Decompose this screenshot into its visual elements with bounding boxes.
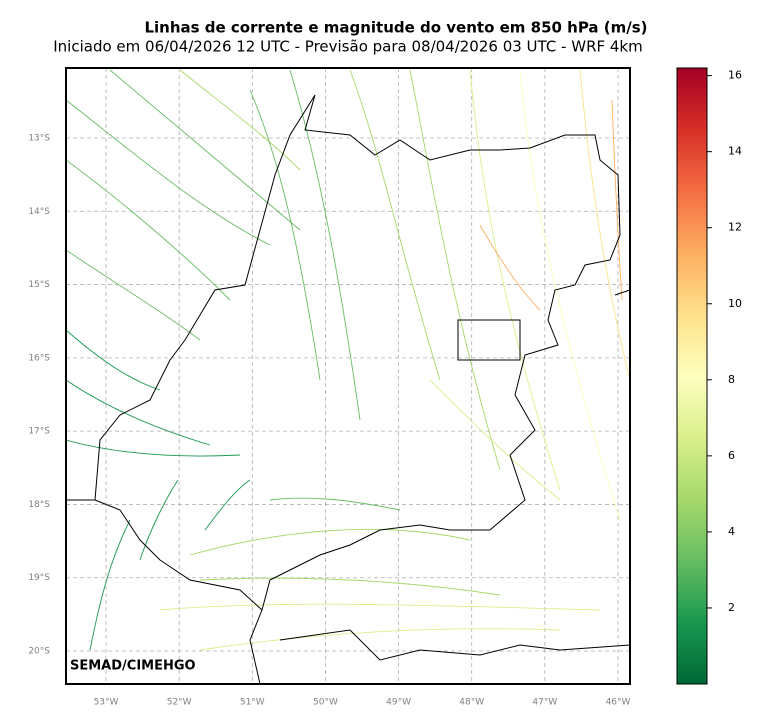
x-tick-label: 51°W: [240, 698, 265, 708]
streamline: [199, 628, 561, 651]
y-tick-label: 16°S: [28, 353, 50, 363]
streamline: [429, 379, 561, 501]
state-border: [94, 94, 621, 611]
streamline: [204, 479, 251, 531]
y-tick-label: 14°S: [28, 207, 50, 217]
streamline: [249, 89, 321, 381]
streamline: [519, 69, 621, 521]
x-tick-label: 53°W: [94, 698, 119, 708]
colorbar-tick-label: 12: [728, 221, 742, 234]
colorbar-tick-label: 6: [728, 449, 735, 462]
streamline: [179, 69, 301, 171]
streamline: [159, 603, 601, 611]
streamline: [199, 577, 501, 596]
x-tick-label: 48°W: [459, 698, 484, 708]
y-tick-label: 17°S: [28, 427, 50, 437]
x-tick-label: 47°W: [532, 698, 557, 708]
y-tick-label: 15°S: [28, 280, 50, 290]
streamline: [289, 69, 361, 421]
x-tick-label: 50°W: [313, 698, 338, 708]
state-border: [66, 289, 630, 684]
x-tick-label: 46°W: [606, 698, 631, 708]
colorbar-tick-label: 10: [728, 297, 742, 310]
streamline: [189, 528, 471, 556]
colorbar-tick-label: 8: [728, 373, 735, 386]
colorbar-tick-label: 2: [728, 601, 735, 614]
state-borders: [66, 94, 630, 684]
streamline: [66, 329, 161, 391]
streamline: [109, 69, 301, 231]
y-tick-label: 20°S: [28, 647, 50, 657]
streamline: [66, 439, 241, 457]
streamline: [66, 99, 271, 246]
streamline: [66, 379, 211, 446]
x-tick-label: 52°W: [167, 698, 192, 708]
streamline: [89, 519, 131, 651]
y-tick-label: 13°S: [28, 133, 50, 143]
colorbar-tick-label: 14: [728, 145, 742, 158]
df-border: [457, 319, 521, 361]
streamline: [611, 99, 623, 301]
streamline: [66, 249, 201, 341]
streamline: [269, 497, 401, 511]
map-frame: [65, 67, 631, 685]
colorbar-tick-label: 16: [728, 69, 742, 82]
streamline: [66, 159, 231, 301]
y-tick-label: 19°S: [28, 573, 50, 583]
x-tick-label: 49°W: [386, 698, 411, 708]
chart-title: Linhas de corrente e magnitude do vento …: [144, 19, 647, 37]
streamline: [349, 69, 441, 381]
streamline: [469, 69, 561, 491]
colorbar-tick-label: 4: [728, 525, 735, 538]
chart-subtitle: Iniciado em 06/04/2026 12 UTC - Previsão…: [53, 38, 642, 56]
colorbar: [676, 67, 708, 685]
streamline: [139, 479, 179, 561]
streamline: [479, 224, 541, 311]
streamline: [579, 69, 630, 381]
y-tick-label: 18°S: [28, 500, 50, 510]
credit: SEMAD/CIMEHGO: [70, 659, 196, 674]
streamlines: [66, 69, 630, 651]
streamline: [409, 69, 501, 471]
